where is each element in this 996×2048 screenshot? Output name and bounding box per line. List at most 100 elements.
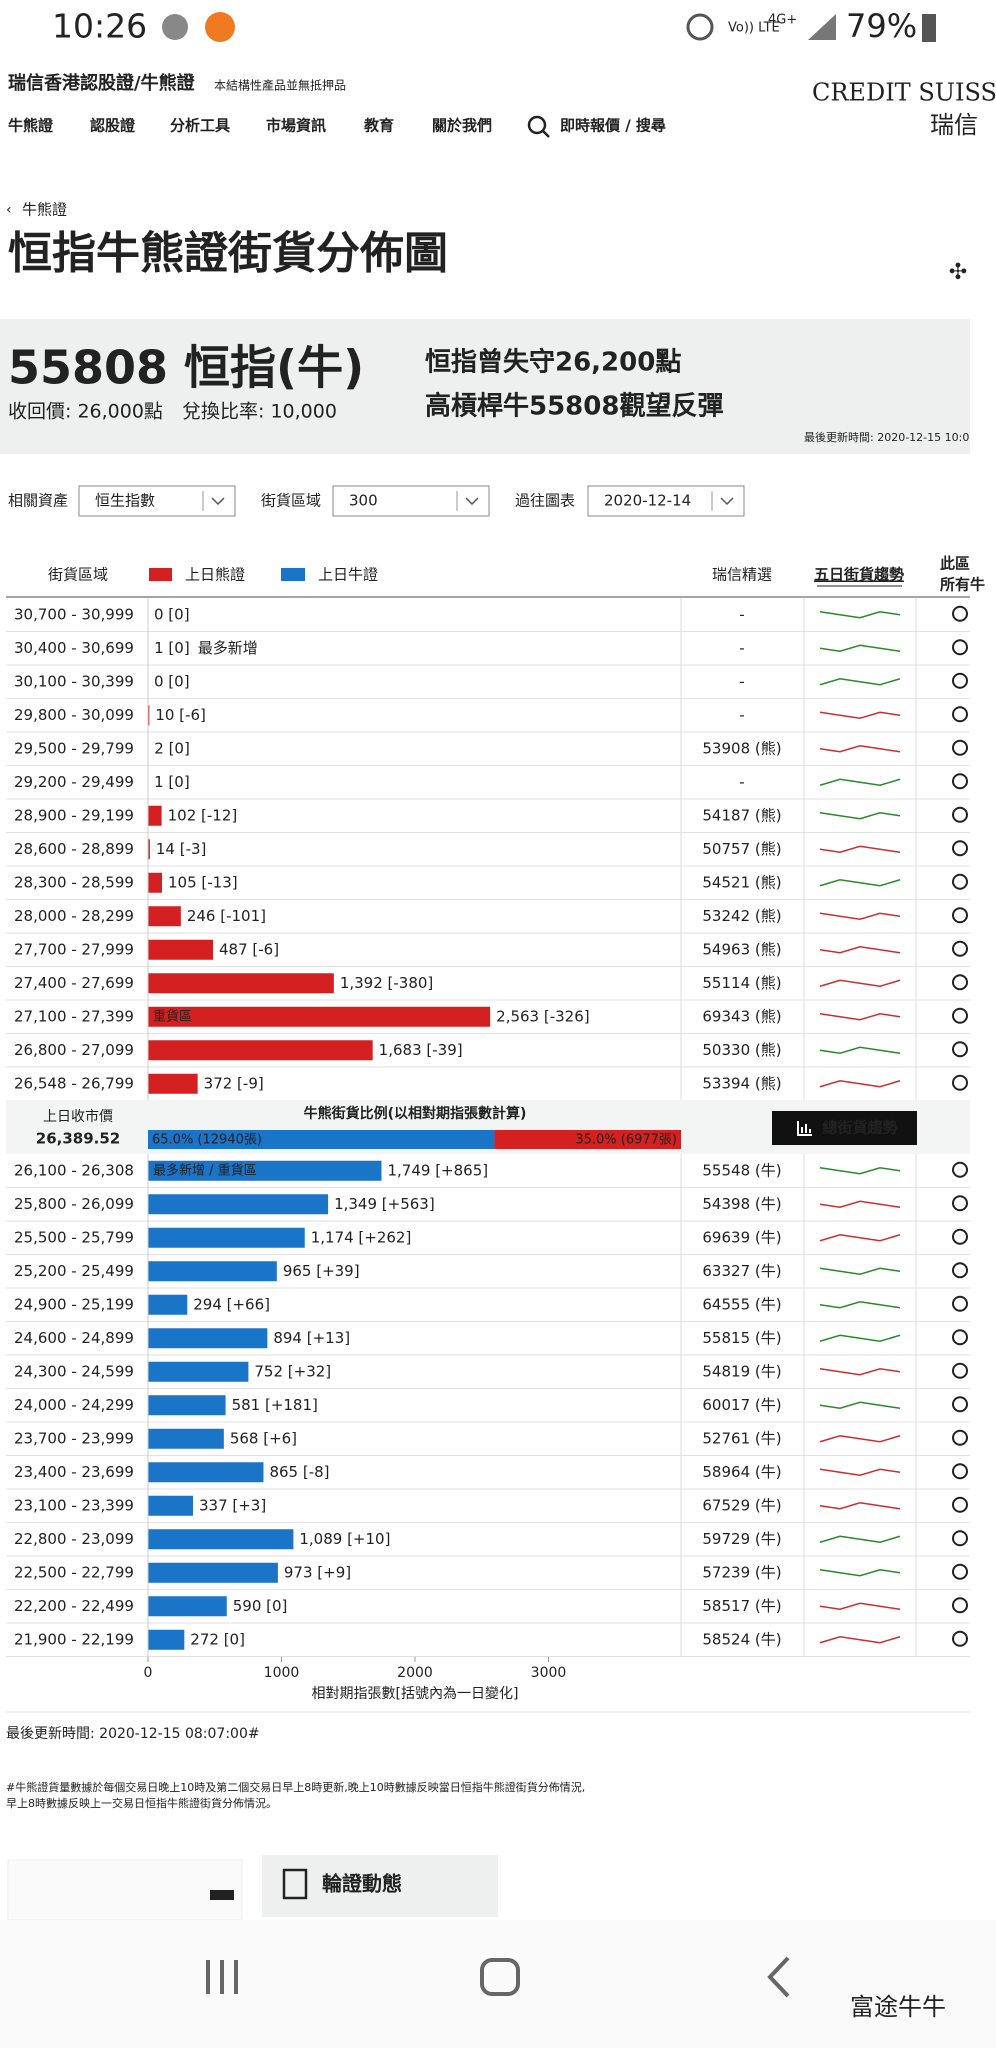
value-label: 246 [-101] [187,907,266,925]
search-icon[interactable] [952,1429,968,1446]
bar [148,1328,268,1349]
search-icon[interactable] [952,1228,968,1245]
search-icon[interactable] [952,1161,968,1178]
product[interactable]: 59729 (牛) [702,1530,781,1548]
product[interactable]: 53394 (熊) [702,1074,781,1092]
search-icon[interactable] [952,1630,968,1647]
range: 24,600 - 24,899 [14,1329,134,1347]
nav-item[interactable]: 即時報價 / 搜尋 [560,117,666,135]
sparkline [819,677,901,686]
search-icon[interactable] [952,940,968,957]
search-icon[interactable] [952,706,968,723]
sparkline [819,1367,901,1376]
product[interactable]: 54521 (熊) [702,873,781,891]
value-label: 0 [0] [154,672,190,690]
trend-button[interactable] [772,1111,917,1145]
product[interactable]: 69639 (牛) [702,1228,781,1246]
trend-button-label[interactable]: 總街貨趨勢 [822,1119,897,1137]
thumbnail[interactable] [7,1859,243,1921]
product[interactable]: 53242 (熊) [702,907,781,925]
search-icon[interactable] [952,1463,968,1480]
product[interactable]: 54187 (熊) [702,806,781,824]
search-icon[interactable] [952,1295,968,1312]
search-icon[interactable] [952,1007,968,1024]
card-label[interactable]: 輪證動態 [322,1872,402,1896]
bar [148,805,162,826]
nav-item[interactable]: 教育 [363,117,394,135]
search-icon[interactable] [952,1329,968,1346]
product[interactable]: 69343 (熊) [702,1007,781,1025]
back-button[interactable] [767,1956,790,1998]
search-icon[interactable] [952,1597,968,1614]
search-icon[interactable] [952,773,968,790]
value-label: 1,683 [-39] [379,1041,463,1059]
search-icon[interactable] [952,840,968,857]
filter-value[interactable]: 恒生指數 [95,492,155,510]
search-icon[interactable] [952,1563,968,1580]
recent-button[interactable] [206,1960,238,1994]
search-icon[interactable] [952,974,968,991]
product[interactable]: - [739,605,744,623]
product[interactable]: 53908 (熊) [702,739,781,757]
search-icon[interactable] [527,115,547,135]
nav-item[interactable]: 牛熊證 [8,117,54,135]
search-icon[interactable] [952,907,968,924]
home-button[interactable] [480,1958,520,1996]
filter-label: 相關資產 [8,492,68,510]
filter-select[interactable] [332,485,490,517]
col-trend[interactable]: 五日街貨趨勢 [814,566,904,584]
breadcrumb[interactable]: 牛熊證 [22,201,67,219]
col-all: 所有牛 [940,576,985,594]
search-icon[interactable] [952,1262,968,1279]
product[interactable]: 58517 (牛) [702,1597,781,1615]
search-icon[interactable] [952,1530,968,1547]
search-icon[interactable] [952,1496,968,1513]
product[interactable]: 57239 (牛) [702,1563,781,1581]
product[interactable]: 58964 (牛) [702,1463,781,1481]
product[interactable]: 50330 (熊) [702,1041,781,1059]
search-icon[interactable] [952,605,968,622]
product[interactable]: - [739,639,744,657]
filter-value[interactable]: 2020-12-14 [604,492,691,510]
search-icon[interactable] [952,739,968,756]
move-icon[interactable]: ✣ [949,260,967,285]
bar [148,1495,193,1516]
bar [148,1073,198,1094]
product[interactable]: - [739,773,744,791]
product[interactable]: - [739,672,744,690]
search-icon[interactable] [952,1396,968,1413]
nav-item[interactable]: 認股證 [90,117,136,135]
product[interactable]: 55114 (熊) [702,974,781,992]
product[interactable]: 55815 (牛) [702,1329,781,1347]
watermark: 富途牛牛 [850,1993,946,2021]
product[interactable]: 54398 (牛) [702,1195,781,1213]
nav-item[interactable]: 關於我們 [432,117,492,135]
filter-select[interactable] [78,485,236,517]
product[interactable]: 60017 (牛) [702,1396,781,1414]
product[interactable]: 58524 (牛) [702,1630,781,1648]
product[interactable]: 52761 (牛) [702,1429,781,1447]
search-icon[interactable] [952,1195,968,1212]
search-icon[interactable] [952,806,968,823]
search-icon[interactable] [952,1074,968,1091]
range: 24,300 - 24,599 [14,1362,134,1380]
search-icon[interactable] [952,672,968,689]
search-icon[interactable] [952,873,968,890]
product[interactable]: 54963 (熊) [702,940,781,958]
product[interactable]: - [739,706,744,724]
nav-item[interactable]: 市場資訊 [266,117,326,135]
bar [148,1194,329,1215]
product[interactable]: 54819 (牛) [702,1362,781,1380]
product[interactable]: 67529 (牛) [702,1496,781,1514]
search-icon[interactable] [952,1362,968,1379]
filter-value[interactable]: 300 [349,492,378,510]
search-icon[interactable] [952,639,968,656]
nav-item[interactable]: 分析工具 [170,117,230,135]
filter-select[interactable] [587,485,745,517]
search-icon[interactable] [952,1041,968,1058]
product[interactable]: 50757 (熊) [702,840,781,858]
product[interactable]: 55548 (牛) [702,1161,781,1179]
product[interactable]: 64555 (牛) [702,1295,781,1313]
card[interactable] [262,1855,498,1917]
product[interactable]: 63327 (牛) [702,1262,781,1280]
